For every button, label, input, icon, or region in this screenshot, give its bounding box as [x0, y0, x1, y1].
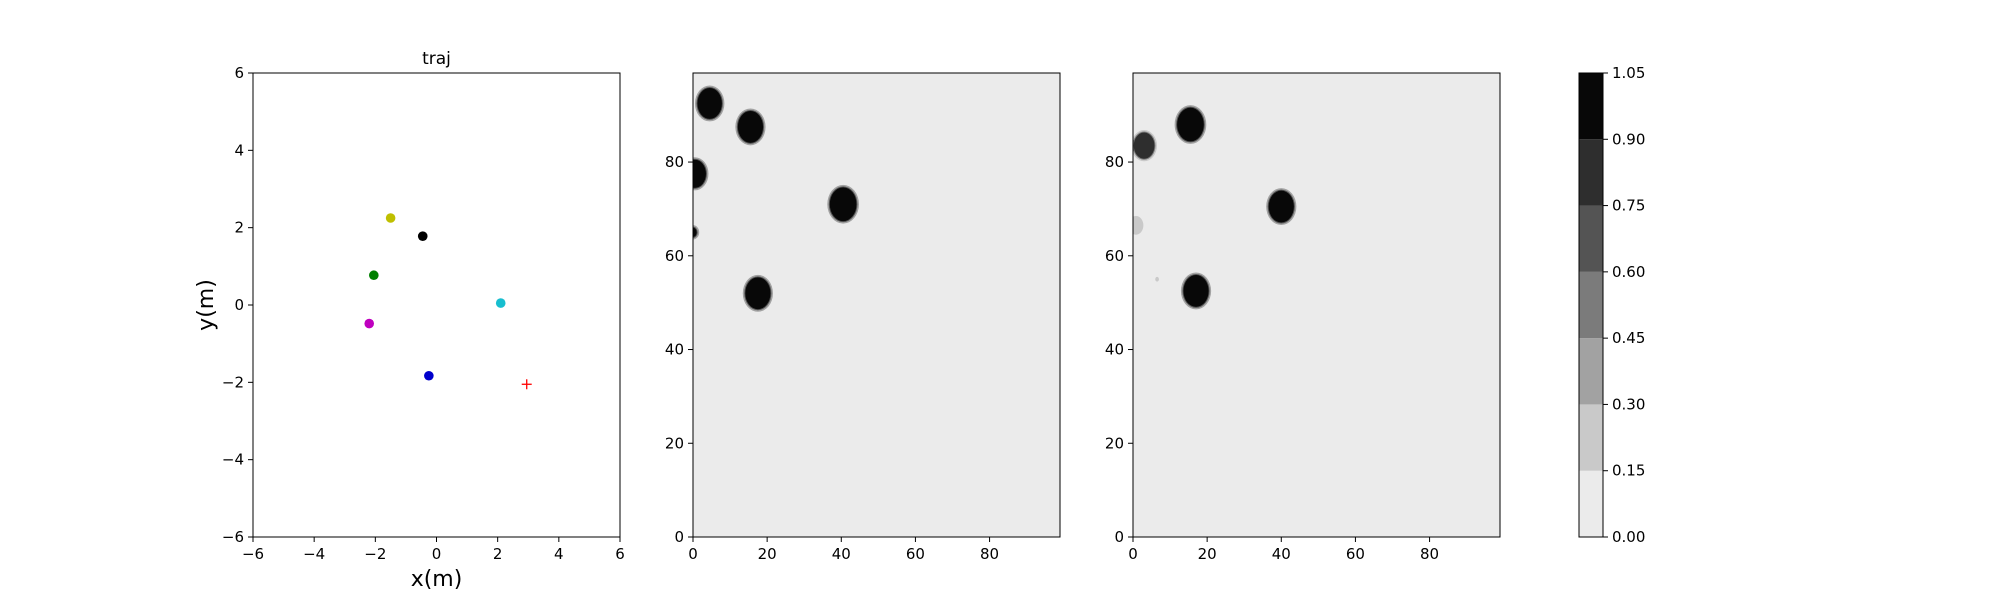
map2-blob-5	[1155, 276, 1159, 282]
map1-blob-4	[829, 187, 857, 222]
map2-frame	[1132, 72, 1501, 538]
map1-xtick-label: 60	[906, 545, 925, 563]
colorbar-tick-label: 0.60	[1612, 263, 1645, 281]
map1-ytick-label: 40	[665, 341, 684, 359]
occupancy-map-2: 0 20 40 60 80 0 20 40 60 80	[1105, 72, 1501, 563]
map2-ytick-label: 20	[1105, 434, 1124, 452]
map1-ytick-label: 0	[674, 528, 684, 546]
colorbar-band-1	[1579, 404, 1603, 471]
map1-blob-2	[693, 159, 706, 188]
traj-ytick-label: 2	[234, 219, 244, 237]
colorbar-tick-label: 0.30	[1612, 395, 1645, 413]
colorbar-band-6	[1579, 73, 1603, 140]
map1-xtick-label: 80	[980, 545, 999, 563]
traj-xtick-label: −4	[303, 545, 325, 563]
colorbar-tick-label: 0.15	[1612, 462, 1645, 480]
colorbar-tick-label: 1.05	[1612, 64, 1645, 82]
map2-blob-4	[1133, 215, 1144, 235]
trajectory-plot: −6 −4 −2 0 2 4 6 −6 −4 −2 0 2 4 6 traj x(m) y(m)	[194, 49, 625, 592]
map1-blob-5	[745, 277, 771, 310]
traj-xtick-label: −6	[242, 545, 264, 563]
map1-xtick-label: 40	[832, 545, 851, 563]
traj-ytick-label: 6	[234, 64, 244, 82]
colorbar-band-0	[1579, 470, 1603, 537]
colorbar-tick-label: 0.00	[1612, 528, 1645, 546]
map2-xtick-label: 20	[1198, 545, 1217, 563]
traj-ytick-label: −6	[222, 528, 244, 546]
map1-ytick-label: 20	[665, 434, 684, 452]
colorbar-band-5	[1579, 139, 1603, 206]
map2-ytick-label: 0	[1114, 528, 1124, 546]
traj-xtick-label: 0	[432, 545, 442, 563]
traj-xtick-label: 4	[554, 545, 564, 563]
colorbar-tick-label: 0.90	[1612, 130, 1645, 148]
agent-green-point	[369, 270, 379, 281]
agent-black-point	[417, 231, 428, 241]
map1-blob-0	[697, 87, 722, 119]
traj-xtick-label: −2	[364, 545, 386, 563]
map2-blobs	[1133, 105, 1297, 310]
map2-blob-1	[1177, 107, 1204, 142]
map1-ytick-label: 60	[665, 247, 684, 265]
agent-magenta-point	[364, 318, 375, 329]
map2-blob-2	[1268, 190, 1294, 223]
traj-ylabel: y(m)	[194, 279, 219, 331]
colorbar-frame	[1578, 72, 1604, 538]
map2-ytick-label: 80	[1105, 153, 1124, 171]
colorbar-band-4	[1579, 205, 1603, 272]
map1-xtick-label: 20	[758, 545, 777, 563]
traj-ytick-label: −2	[222, 373, 244, 391]
map1-blob-1	[737, 110, 764, 143]
colorbar-tick-label: 0.75	[1612, 197, 1645, 215]
agent-blue-point	[424, 370, 434, 381]
map2-blob-3	[1183, 275, 1209, 307]
agent-yellow-point	[385, 213, 396, 223]
traj-ytick-label: 4	[234, 141, 244, 159]
traj-ytick-label: −4	[222, 451, 244, 469]
map2-xtick-label: 40	[1272, 545, 1291, 563]
map2-ytick-label: 40	[1105, 341, 1124, 359]
traj-title: traj	[422, 49, 451, 69]
map2-xtick-label: 0	[1128, 545, 1138, 563]
map2-ytick-label: 60	[1105, 247, 1124, 265]
traj-xlabel: x(m)	[411, 567, 463, 592]
colorbar: 0.00 0.15 0.30 0.45 0.60 0.75 0.90 1.05	[1578, 64, 1645, 546]
map1-blobs	[693, 85, 859, 312]
traj-xtick-label: 6	[615, 545, 625, 563]
map1-blob-3	[693, 227, 697, 238]
map1-frame	[692, 72, 1061, 538]
goal-marker	[521, 379, 532, 390]
map1-xtick-label: 0	[688, 545, 698, 563]
map2-blob-0	[1133, 132, 1155, 159]
map2-xtick-label: 80	[1420, 545, 1439, 563]
traj-xtick-label: 2	[493, 545, 503, 563]
traj-frame	[252, 72, 621, 538]
occupancy-map-1: 0 20 40 60 80 0 20 40 60 80	[665, 72, 1061, 563]
map2-xtick-label: 60	[1346, 545, 1365, 563]
colorbar-band-2	[1579, 338, 1603, 405]
colorbar-band-3	[1579, 271, 1603, 339]
map1-ytick-label: 80	[665, 153, 684, 171]
agent-cyan-point	[495, 298, 506, 308]
traj-ytick-label: 0	[234, 296, 244, 314]
colorbar-tick-label: 0.45	[1612, 329, 1645, 347]
